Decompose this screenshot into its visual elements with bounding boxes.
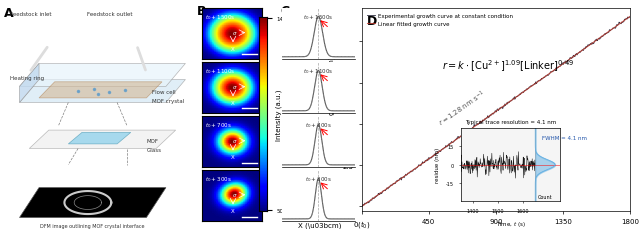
Linear fitted growth curve: [627, 16, 634, 18]
Text: $\sigma$: $\sigma$: [232, 84, 238, 91]
Text: $t_0+1100$s: $t_0+1100$s: [205, 67, 235, 76]
Text: Intensity (a.u.): Intensity (a.u.): [276, 89, 282, 140]
Text: X: X: [231, 155, 235, 160]
Y-axis label: residue (nm): residue (nm): [435, 147, 440, 183]
Text: MOF: MOF: [147, 138, 159, 143]
Linear fitted growth curve: [503, 103, 511, 105]
Text: X: X: [231, 47, 235, 52]
Polygon shape: [39, 82, 162, 98]
Text: Heating ring: Heating ring: [10, 76, 44, 81]
Text: $t_0+700$s: $t_0+700$s: [305, 121, 332, 130]
Experimental growth curve at constant condition: [625, 16, 633, 19]
Text: $r = k\cdot[\mathrm{Cu}^{2+}]^{1.09}[\mathrm{Linker}]^{0.49}$: $r = k\cdot[\mathrm{Cu}^{2+}]^{1.09}[\ma…: [442, 58, 574, 73]
Experimental growth curve at constant condition: [579, 49, 586, 52]
Experimental growth curve at constant condition: [358, 205, 365, 208]
Text: $\sigma$: $\sigma$: [232, 30, 238, 37]
Text: $t_0+700$s: $t_0+700$s: [205, 121, 231, 130]
Text: B: B: [197, 5, 206, 18]
Text: $\sigma$: $\sigma$: [232, 191, 238, 199]
Linear fitted growth curve: [487, 114, 495, 117]
Text: $r = 1.28$ nm s$^{-1}$: $r = 1.28$ nm s$^{-1}$: [437, 88, 488, 128]
Text: Feedstock outlet: Feedstock outlet: [87, 12, 132, 17]
Polygon shape: [19, 64, 39, 103]
Text: A: A: [4, 7, 13, 20]
Line: Experimental growth curve at constant condition: Experimental growth curve at constant co…: [362, 18, 630, 206]
Polygon shape: [19, 64, 186, 87]
Text: X: X: [231, 209, 235, 213]
Experimental growth curve at constant condition: [518, 91, 526, 94]
Text: X: X: [231, 101, 235, 106]
Text: DFM image outlining MOF crystal interface: DFM image outlining MOF crystal interfac…: [40, 223, 145, 228]
Text: $t_0+1100$s: $t_0+1100$s: [303, 67, 333, 76]
Polygon shape: [68, 133, 131, 144]
Linear fitted growth curve: [620, 20, 628, 23]
Linear fitted growth curve: [578, 50, 586, 53]
Text: Count: Count: [538, 194, 553, 199]
Text: Flow cell: Flow cell: [152, 90, 176, 95]
Text: FWHM = 4.1 nm: FWHM = 4.1 nm: [542, 135, 587, 140]
Text: D: D: [367, 15, 377, 28]
Text: MOF crystal: MOF crystal: [152, 99, 184, 104]
Text: C: C: [280, 5, 289, 18]
Linear fitted growth curve: [518, 92, 525, 95]
Line: Linear fitted growth curve: Linear fitted growth curve: [362, 17, 630, 207]
Experimental growth curve at constant condition: [358, 205, 366, 208]
X-axis label: Time, $t$ (s): Time, $t$ (s): [495, 219, 525, 228]
Text: $t_0+1500$s: $t_0+1500$s: [205, 13, 235, 22]
Y-axis label: Location of edges, $r$ (\u03bcm): Location of edges, $r$ (\u03bcm): [327, 55, 337, 164]
Experimental growth curve at constant condition: [621, 19, 628, 22]
Experimental growth curve at constant condition: [627, 16, 634, 19]
Polygon shape: [19, 80, 186, 103]
Text: $\sigma$: $\sigma$: [232, 138, 238, 145]
Text: Feedstock inlet: Feedstock inlet: [10, 12, 51, 17]
Text: $t_0+300$s: $t_0+300$s: [305, 175, 332, 183]
Polygon shape: [19, 188, 166, 218]
Polygon shape: [29, 131, 175, 149]
Text: Typical trace resolution = 4.1 nm: Typical trace resolution = 4.1 nm: [465, 120, 556, 125]
Legend: Experimental growth curve at constant condition, Linear fitted growth curve: Experimental growth curve at constant co…: [364, 12, 515, 29]
Experimental growth curve at constant condition: [486, 115, 493, 118]
Text: $t_0+300$s: $t_0+300$s: [205, 175, 231, 183]
Experimental growth curve at constant condition: [504, 103, 511, 106]
Text: X (\u03bcm): X (\u03bcm): [298, 222, 342, 228]
Linear fitted growth curve: [485, 115, 493, 118]
Experimental growth curve at constant condition: [488, 114, 495, 117]
Text: $t_0+1500$s: $t_0+1500$s: [303, 13, 333, 22]
Linear fitted growth curve: [358, 205, 365, 208]
Text: Glass: Glass: [147, 147, 161, 152]
